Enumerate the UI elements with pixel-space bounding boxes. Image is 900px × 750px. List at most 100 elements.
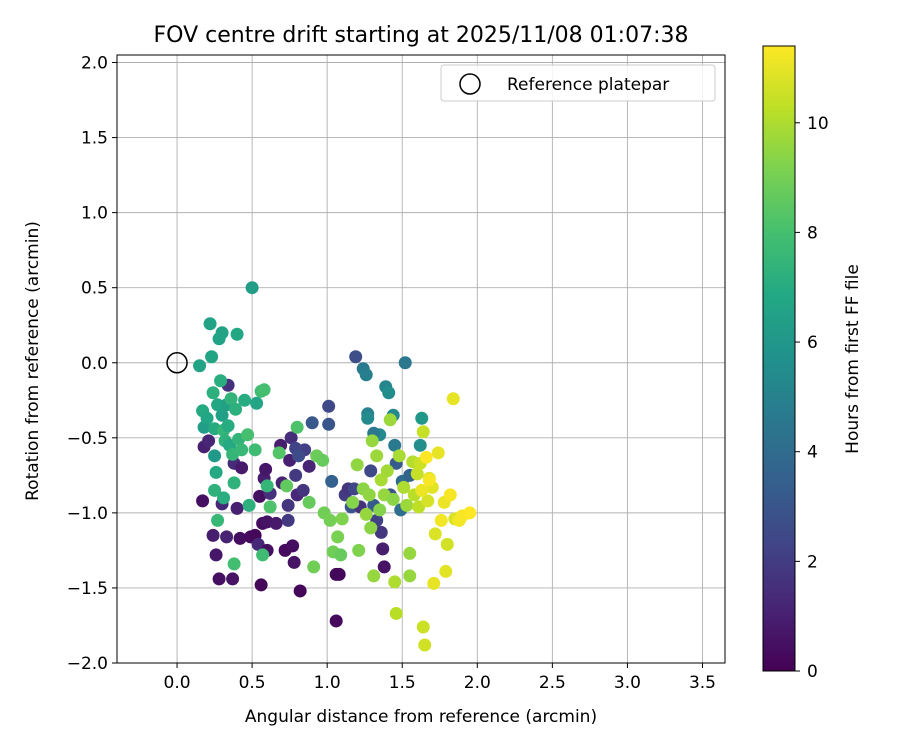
y-tick-label: −2.0 [67, 654, 108, 674]
data-point [235, 443, 249, 457]
y-tick-label: 0.0 [81, 354, 108, 374]
x-tick-label: 1.0 [314, 673, 341, 693]
data-point [235, 461, 249, 475]
data-point [377, 560, 391, 574]
plot-frame [116, 54, 726, 664]
data-point [307, 560, 321, 574]
data-point [428, 527, 442, 541]
data-point [400, 498, 414, 512]
data-point [389, 606, 403, 620]
data-point [221, 419, 235, 433]
data-point [332, 567, 346, 581]
data-point [359, 368, 373, 382]
data-point [380, 464, 394, 478]
colorbar-tick-label: 4 [807, 443, 818, 463]
x-tick-label: 0.5 [239, 673, 266, 693]
data-point [287, 555, 301, 569]
y-tick-label: 2.0 [81, 54, 108, 74]
data-point [217, 491, 231, 505]
data-point [241, 428, 255, 442]
data-point [365, 434, 379, 448]
colorbar-ticks: 0 2 4 6 8 10 [795, 114, 829, 682]
data-point [370, 449, 384, 463]
data-point [397, 480, 411, 494]
data-point [364, 464, 378, 478]
data-point [352, 543, 366, 557]
y-tick-label: 0.5 [81, 279, 108, 299]
data-point [322, 417, 336, 431]
data-point [413, 438, 427, 452]
legend-box [440, 64, 716, 102]
y-tick-label: −1.5 [67, 579, 108, 599]
data-point [293, 584, 307, 598]
data-point [206, 386, 220, 400]
data-point [439, 564, 453, 578]
data-point [325, 474, 339, 488]
data-point [392, 449, 406, 463]
data-point [286, 539, 300, 553]
colorbar: 0 2 4 6 8 10 Hours from first FF file [762, 45, 863, 682]
data-point [289, 468, 303, 482]
axis-ticks: 0.0 0.5 1.0 1.5 2.0 2.5 3.0 3.5 2.0 1.5 1.0 0.5 0.0 −… [67, 54, 716, 693]
data-point [388, 575, 402, 589]
y-tick-label: −0.5 [67, 429, 108, 449]
x-tick-label: 2.5 [539, 673, 566, 693]
data-point [416, 425, 430, 439]
data-point [463, 506, 477, 520]
y-axis-label: Rotation from reference (arcmin) [23, 221, 43, 501]
data-point [361, 411, 375, 425]
legend-marker-reference [459, 73, 481, 95]
data-point [250, 396, 264, 410]
data-point [359, 507, 373, 521]
colorbar-tick-label: 0 [807, 662, 818, 682]
colorbar-label: Hours from first FF file [843, 264, 863, 454]
data-point [388, 438, 402, 452]
data-point [290, 420, 304, 434]
data-point [284, 431, 298, 445]
data-point [296, 483, 310, 497]
data-point [227, 476, 241, 490]
data-point [305, 416, 319, 430]
colorbar-tick-label: 2 [807, 552, 818, 572]
data-point [281, 513, 295, 527]
x-axis-label: Angular distance from reference (arcmin) [245, 707, 597, 727]
data-point [206, 528, 220, 542]
colorbar-tick-label: 8 [807, 223, 818, 243]
data-point [421, 494, 435, 508]
data-point [334, 548, 348, 562]
data-point [220, 530, 234, 544]
data-point [209, 548, 223, 562]
x-tick-label: 3.5 [689, 673, 716, 693]
chart-title: FOV centre drift starting at 2025/11/08 … [154, 23, 689, 48]
data-point [440, 537, 454, 551]
data-point [376, 542, 390, 556]
data-point [242, 498, 256, 512]
data-point [226, 572, 240, 586]
data-point [215, 326, 229, 340]
data-point [415, 483, 429, 497]
data-point [346, 495, 360, 509]
data-point [403, 569, 417, 583]
data-point [416, 620, 430, 634]
data-point [364, 521, 378, 535]
data-point [350, 458, 364, 472]
data-point [419, 450, 433, 464]
data-point [322, 399, 336, 413]
data-point [422, 473, 436, 487]
data-point [316, 453, 330, 467]
data-point [224, 392, 238, 406]
data-point [209, 465, 223, 479]
data-point [383, 413, 397, 427]
data-point [214, 374, 228, 388]
data-point [272, 446, 286, 460]
legend: Reference platepar [440, 64, 716, 102]
data-point [398, 356, 412, 370]
data-point [211, 513, 225, 527]
data-point [202, 434, 216, 448]
data-point [254, 578, 268, 592]
data-point [443, 488, 457, 502]
data-point [403, 546, 417, 560]
data-point [446, 392, 460, 406]
data-point [233, 531, 247, 545]
